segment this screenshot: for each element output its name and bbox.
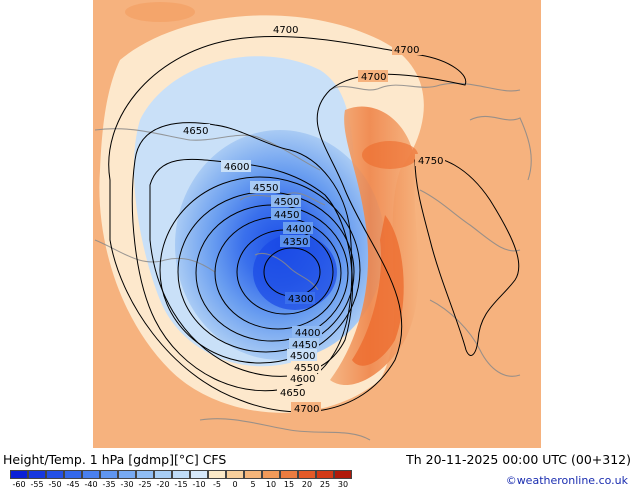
colorbar-tick: 0 [232,480,238,489]
contour-label-4700-ne: 4700 [394,45,419,56]
contour-label-4600-top: 4600 [224,162,249,173]
contour-label-4450-bottom: 4450 [292,340,317,351]
colorbar-tick: -20 [156,480,170,489]
credit-link[interactable]: ©weatheronline.co.uk [505,474,628,487]
contour-label-4500-top: 4500 [274,197,299,208]
colorbar-swatch [82,470,100,479]
contour-label-4600-bottom: 4600 [290,374,315,385]
colorbar-swatch [262,470,280,479]
contour-4650 [131,122,353,392]
contour-label-4500-bottom: 4500 [290,351,315,362]
map-datetime: Th 20-11-2025 00:00 UTC (00+312) [406,452,631,467]
contour-label-4550-bottom: 4550 [294,363,319,374]
colorbar-swatch [298,470,316,479]
colorbar-tick: 30 [337,480,349,489]
colorbar-tick: -60 [12,480,26,489]
colorbar-swatch [28,470,46,479]
colorbar-tick: 10 [265,480,277,489]
warm-patch-n [125,2,195,22]
colorbar-swatch [226,470,244,479]
colorbar-tick: -5 [213,480,221,489]
contour-labels: 4700 4700 4700 4750 4650 4600 4550 4500 … [180,23,445,415]
colorbar-tick: -30 [120,480,134,489]
footer: Height/Temp. 1 hPa [gdmp][°C] CFS Th 20-… [0,450,634,490]
contour-label-4750: 4750 [418,156,443,167]
contour-label-4550-top: 4550 [253,183,278,194]
colorbar-tick: -35 [102,480,116,489]
colorbar-swatch [244,470,262,479]
colorbar-tick: 20 [301,480,313,489]
colorbar-tick: 25 [319,480,331,489]
colorbar-swatch [334,470,352,479]
colorbar-swatch [118,470,136,479]
contour-label-4400-bottom: 4400 [295,328,320,339]
colorbar-swatch [136,470,154,479]
contour-label-4700-bottom: 4700 [294,404,319,415]
colorbar-swatch [190,470,208,479]
colorbar-swatch [46,470,64,479]
weather-map: 4700 4700 4700 4750 4650 4600 4550 4500 … [93,0,541,448]
colorbar-tick: -55 [30,480,44,489]
contour-4700-outer [108,35,467,413]
colorbar-tick: 5 [250,480,256,489]
contour-label-4300: 4300 [288,294,313,305]
colorbar-swatch [316,470,334,479]
colorbar-tick: -25 [138,480,152,489]
warm-patch-ne [362,141,418,169]
colorbar-tick: -50 [48,480,62,489]
contour-label-4700-top: 4700 [273,25,298,36]
contour-label-4450-top: 4450 [274,210,299,221]
contour-label-4350: 4350 [283,237,308,248]
colorbar-tick: -40 [84,480,98,489]
map-svg: 4700 4700 4700 4750 4650 4600 4550 4500 … [93,0,541,448]
contour-4550 [159,176,361,364]
colorbar-tick: -15 [174,480,188,489]
colorbar: -60 -55 -50 -45 -40 -35 -30 -25 -20 -15 -10 -5 0 5 10 1… [10,470,356,489]
colorbar-swatch [10,470,28,479]
warm-band-core [352,215,404,366]
colorbar-tick: 15 [283,480,295,489]
colorbar-swatch [280,470,298,479]
colorbar-tick: -10 [192,480,206,489]
contour-4750 [414,156,520,356]
colorbar-swatch [172,470,190,479]
colorbar-swatch [208,470,226,479]
colorbar-swatch [100,470,118,479]
contour-label-4700-mid: 4700 [361,72,386,83]
colorbar-tick: -45 [66,480,80,489]
map-title: Height/Temp. 1 hPa [gdmp][°C] CFS [3,452,227,467]
contour-label-4400-top: 4400 [286,224,311,235]
contour-label-4650-top: 4650 [183,126,208,137]
contour-label-4650-bottom: 4650 [280,388,305,399]
colorbar-swatch [64,470,82,479]
coastlines [94,82,532,441]
colorbar-swatch [154,470,172,479]
